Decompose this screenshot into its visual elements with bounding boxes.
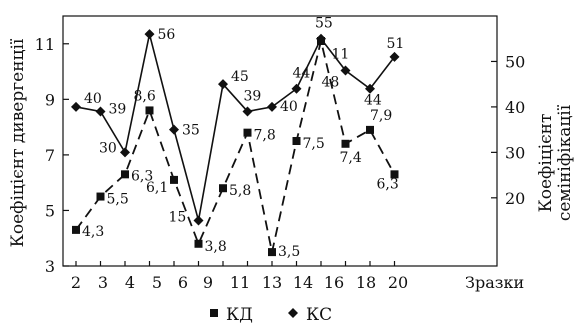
right-axis-tick-label: 50 bbox=[505, 52, 525, 71]
series-layer bbox=[71, 29, 400, 257]
extra-data-label: 11 bbox=[332, 47, 350, 63]
legend-diamond-marker bbox=[288, 308, 298, 318]
kd-point bbox=[366, 125, 374, 134]
kd-data-label: 3,5 bbox=[278, 244, 300, 260]
kd-data-label: 7,4 bbox=[340, 150, 362, 166]
x-axis-trailing-label: Зразки bbox=[465, 273, 524, 292]
kd-point bbox=[292, 137, 301, 145]
ks-data-label: 15 bbox=[169, 210, 187, 226]
left-axis-title: Коефіцієнт дивергенції bbox=[8, 38, 28, 247]
kd-point bbox=[72, 225, 80, 234]
ks-point bbox=[291, 83, 302, 94]
ks-data-label: 35 bbox=[182, 123, 200, 139]
kd-point bbox=[170, 175, 178, 184]
x-axis-tick-label: 6 bbox=[178, 273, 188, 292]
kd-data-label: 6,3 bbox=[131, 168, 153, 184]
kd-data-label: 7,8 bbox=[254, 128, 276, 144]
ks-data-label: 51 bbox=[387, 36, 405, 52]
kd-data-label: 3,8 bbox=[205, 239, 227, 255]
kd-data-label: 4,3 bbox=[82, 224, 104, 240]
ks-point bbox=[242, 106, 253, 117]
x-axis-tick-label: 5 bbox=[152, 273, 162, 292]
ks-point bbox=[71, 101, 81, 112]
left-axis-tick-label: 11 bbox=[35, 35, 55, 54]
plot-frame bbox=[62, 15, 498, 267]
ks-data-label: 48 bbox=[322, 75, 340, 91]
ks-point bbox=[316, 33, 326, 44]
kd-data-label: 5,8 bbox=[229, 183, 251, 199]
kd-data-label: 7,9 bbox=[370, 108, 392, 124]
legend-label-kd: КД bbox=[226, 305, 253, 325]
x-axis-tick-label: 18 bbox=[356, 273, 376, 292]
x-axis-tick-label: 9 bbox=[203, 273, 213, 292]
ks-point bbox=[193, 215, 204, 226]
ks-data-label: 55 bbox=[315, 16, 333, 32]
ks-point bbox=[365, 83, 375, 94]
right-axis-title-line-1: Коефіцієнт bbox=[536, 114, 556, 213]
left-axis-tick-label: 7 bbox=[45, 146, 55, 165]
right-axis-tick-label: 20 bbox=[505, 189, 525, 208]
left-axis-tick-label: 3 bbox=[45, 257, 55, 276]
x-axis-tick-label: 13 bbox=[262, 273, 282, 292]
left-axis-tick-label: 9 bbox=[45, 90, 55, 109]
kd-data-label: 6,1 bbox=[146, 180, 168, 196]
legend-label-ks: КС bbox=[306, 305, 332, 325]
kd-point bbox=[96, 192, 105, 201]
x-axis-tick-label: 4 bbox=[125, 273, 135, 292]
ks-point bbox=[267, 101, 277, 112]
x-axis-tick-label: 14 bbox=[293, 273, 313, 292]
ks-point bbox=[120, 147, 130, 158]
ks-data-label: 30 bbox=[99, 140, 117, 156]
kd-point bbox=[121, 170, 129, 179]
ks-series-line bbox=[75, 33, 396, 221]
kd-point bbox=[390, 170, 399, 179]
kd-point bbox=[243, 128, 252, 137]
ks-data-label: 45 bbox=[231, 69, 249, 85]
ks-data-label: 40 bbox=[84, 91, 102, 107]
kd-data-label: 6,3 bbox=[377, 176, 399, 192]
plot-border bbox=[62, 15, 498, 267]
ks-point bbox=[95, 106, 106, 117]
kd-data-label: 8,6 bbox=[134, 88, 156, 104]
right-axis-tick-label: 30 bbox=[505, 143, 525, 162]
x-axis-tick-label: 20 bbox=[388, 273, 408, 292]
ks-data-label: 56 bbox=[158, 27, 176, 43]
kd-point bbox=[145, 106, 154, 115]
kd-point bbox=[341, 139, 350, 148]
kd-point bbox=[219, 184, 227, 193]
ks-point bbox=[144, 29, 155, 40]
ks-data-label: 39 bbox=[244, 88, 262, 104]
ks-data-label: 39 bbox=[109, 101, 127, 117]
ks-data-label: 40 bbox=[280, 99, 298, 115]
x-axis-tick-label: 2 bbox=[71, 273, 81, 292]
right-axis-tick-label: 40 bbox=[505, 98, 525, 117]
ks-point bbox=[218, 79, 228, 90]
ks-point bbox=[340, 65, 351, 76]
ks-point bbox=[169, 124, 179, 135]
ks-point bbox=[389, 51, 400, 62]
kd-data-label: 7,5 bbox=[303, 136, 325, 152]
right-axis-title-line-2: семініфікації bbox=[555, 104, 575, 221]
legend-square-marker bbox=[210, 309, 218, 317]
x-axis-tick-label: 11 bbox=[230, 273, 250, 292]
x-axis-tick-label: 3 bbox=[98, 273, 108, 292]
data-label-layer: 4,35,56,38,66,13,85,87,83,57,57,47,96,34… bbox=[82, 16, 404, 260]
kd-series-line bbox=[75, 40, 396, 253]
left-axis-tick-label: 5 bbox=[45, 201, 55, 220]
ks-data-label: 44 bbox=[293, 66, 311, 82]
x-axis-tick-label: 16 bbox=[324, 273, 344, 292]
kd-point bbox=[194, 239, 203, 248]
ks-data-label: 44 bbox=[364, 93, 382, 109]
kd-point bbox=[268, 248, 276, 257]
kd-data-label: 5,5 bbox=[107, 192, 129, 208]
legend: КД КС bbox=[210, 305, 332, 325]
